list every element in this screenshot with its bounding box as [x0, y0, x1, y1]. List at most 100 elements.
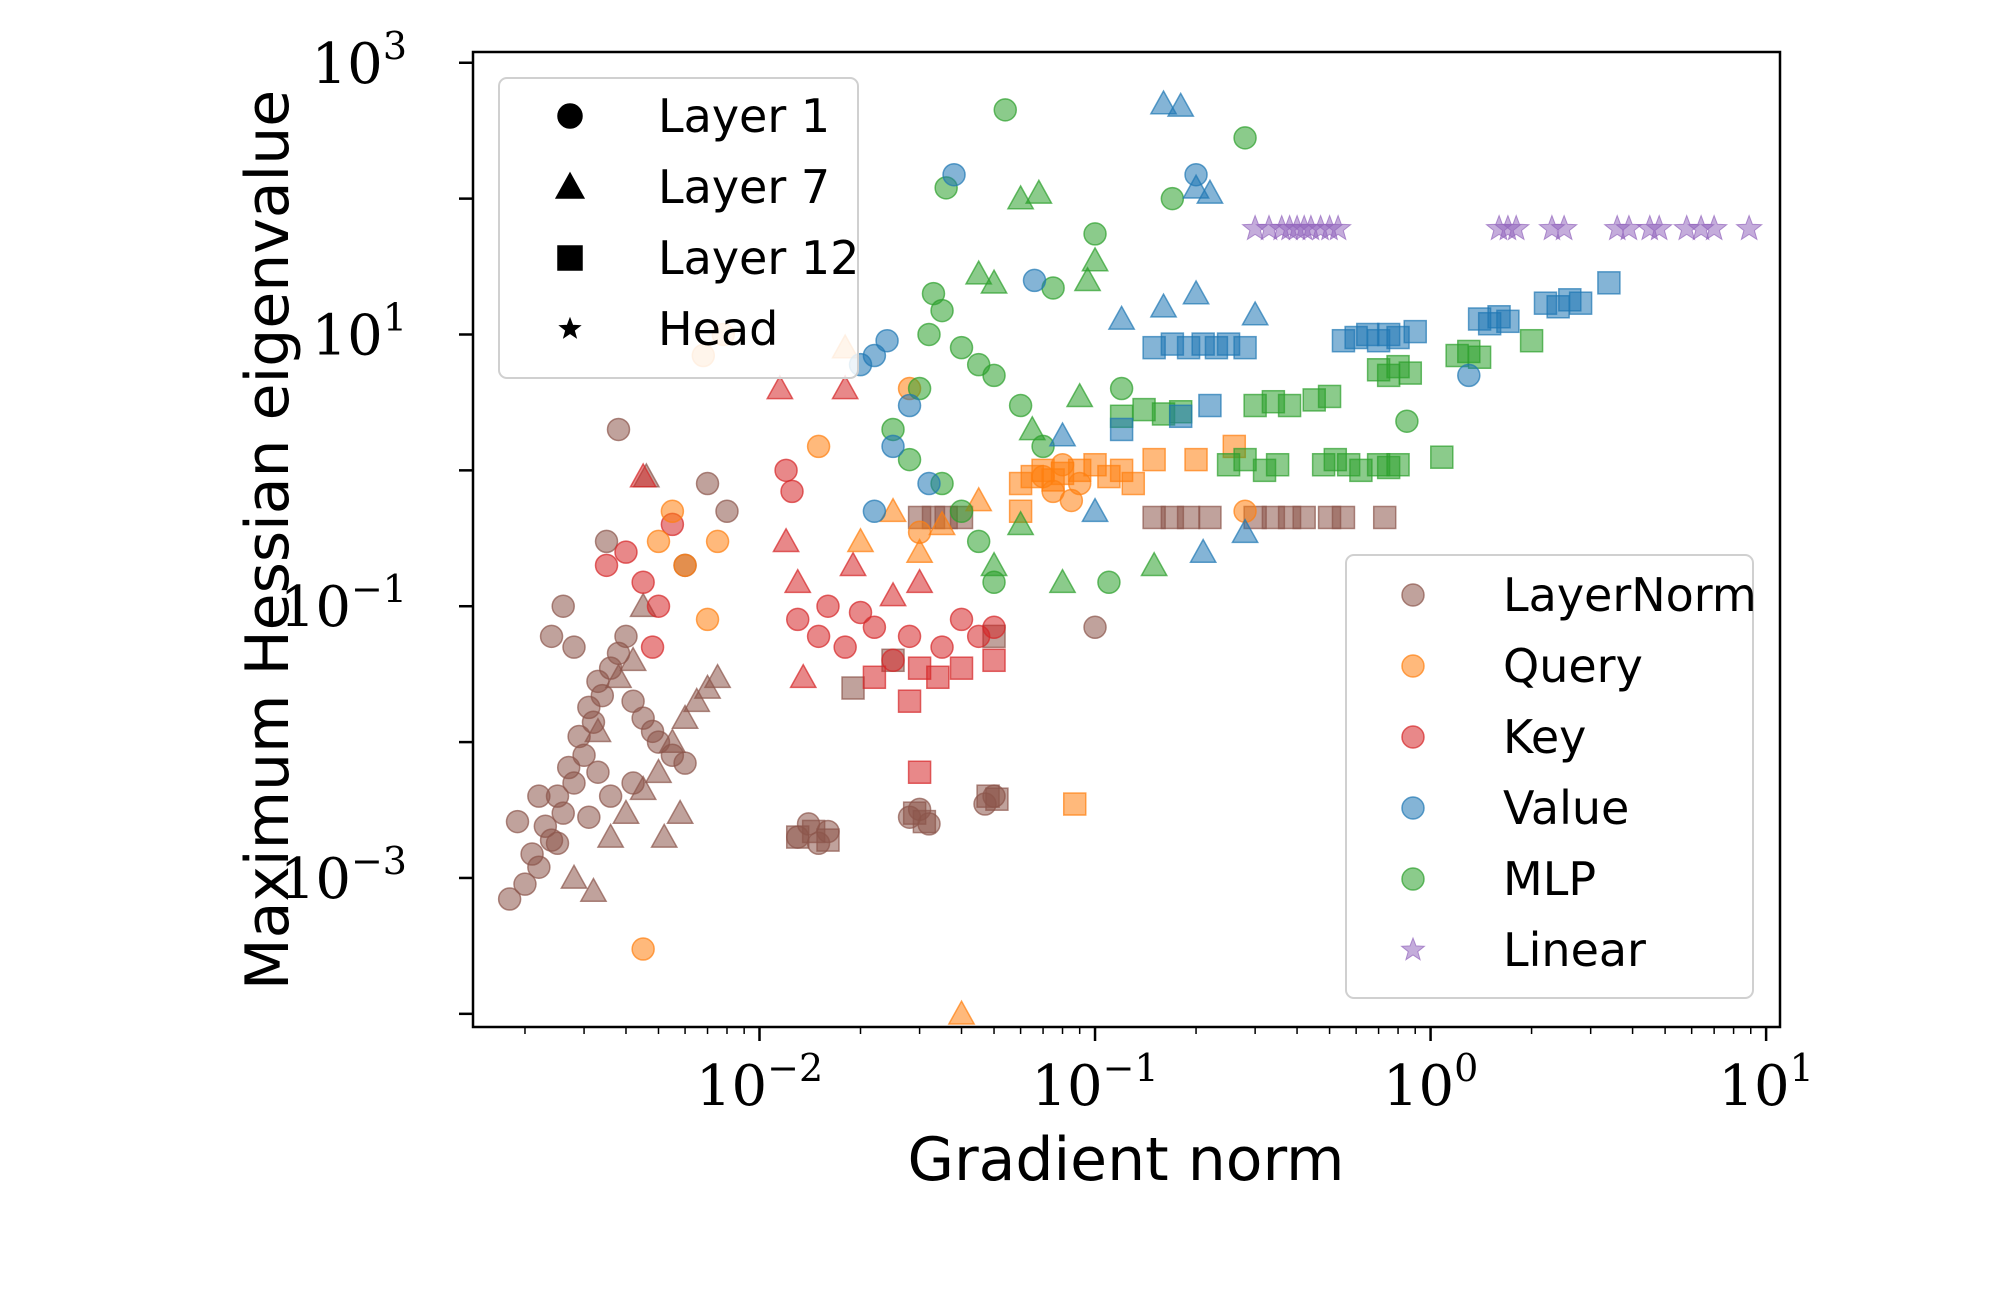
layernorm-point [520, 842, 544, 866]
layernorm-point [1083, 615, 1107, 640]
mlp-point [980, 268, 1008, 294]
value-point [897, 393, 922, 418]
y-tick-label: 103 [312, 24, 407, 97]
mlp-point [1467, 345, 1492, 370]
value-point [942, 162, 966, 187]
value-point [862, 499, 887, 524]
layernorm-point [497, 887, 522, 911]
layernorm-point [594, 529, 619, 554]
layernorm-point [614, 624, 638, 649]
layernorm-point [1198, 505, 1222, 530]
value-point [1182, 279, 1210, 305]
key-point [907, 760, 932, 784]
layernorm-point [539, 624, 564, 649]
key-point [646, 594, 671, 618]
legend-label-value: Value [1503, 781, 1629, 835]
mlp-point [1519, 328, 1544, 353]
layernorm-point [715, 499, 739, 524]
layernorm-point [619, 646, 648, 672]
legend-marker-circle [557, 103, 583, 129]
key-point [816, 594, 840, 618]
mlp-point [1233, 447, 1257, 472]
legend-swatch-linear [1400, 936, 1426, 961]
key-point [780, 479, 804, 504]
axes-layer: 10−2 10−1 100 101 10−3 10−1 101 103 [280, 24, 1814, 1119]
mlp-point [917, 322, 941, 347]
layernorm-point [556, 755, 581, 780]
key-point [789, 663, 818, 689]
query-point [695, 607, 720, 632]
plot-frame [471, 50, 1782, 1029]
layernorm-point [816, 828, 840, 852]
legend-swatch-key [1401, 725, 1425, 749]
legend-label-layer-7: Layer 7 [658, 160, 830, 214]
mlp-point [980, 551, 1008, 577]
layernorm-point [604, 663, 633, 689]
mlp-point [1233, 126, 1257, 150]
legend-label-head: Head [658, 302, 778, 356]
mlp-point [1024, 178, 1053, 204]
mlp-point [1430, 445, 1454, 469]
value-point [1198, 393, 1222, 418]
value-point [1231, 518, 1260, 544]
query-point [928, 510, 956, 536]
key-point [881, 648, 905, 673]
value-point [1496, 309, 1520, 334]
mlp-point [949, 335, 974, 360]
value-point [1189, 537, 1218, 564]
layernorm-point [682, 687, 711, 713]
value-point [1022, 268, 1047, 293]
key-point [905, 568, 934, 594]
linear-point [1502, 214, 1531, 241]
legend-swatch-mlp [1401, 867, 1425, 891]
mlp-point [1097, 570, 1121, 595]
points-layer [497, 89, 1764, 1025]
layernorm-point [644, 758, 673, 784]
value-point [1168, 404, 1193, 429]
key-point [785, 607, 810, 632]
query-point [806, 434, 831, 459]
y-tick-label: 10−1 [280, 567, 407, 640]
layernorm-point [612, 798, 640, 825]
layernorm-point [1331, 505, 1356, 530]
key-point [862, 615, 887, 640]
x-tick-label: 10−1 [1031, 1046, 1158, 1119]
layernorm-point [584, 717, 612, 743]
key-point [783, 568, 812, 594]
mlp-point [966, 529, 991, 554]
layernorm-point [596, 822, 625, 848]
layernorm-point [562, 635, 586, 659]
value-point [1182, 173, 1210, 199]
color-legend-frame [1345, 554, 1754, 999]
query-point [660, 499, 685, 524]
mlp-point [1109, 376, 1134, 401]
legend-label-mlp: MLP [1503, 852, 1596, 906]
key-point [614, 540, 638, 564]
linear-point [1735, 214, 1764, 241]
mlp-point [1317, 384, 1342, 409]
value-point [1048, 421, 1077, 447]
key-point [594, 553, 619, 578]
layernorm-point [577, 805, 601, 829]
key-point [897, 689, 922, 713]
key-point [982, 615, 1006, 640]
key-point [631, 570, 655, 595]
legend-marker-star [558, 316, 582, 339]
layernorm-point [527, 784, 551, 808]
query-point [673, 553, 697, 578]
layernorm-point [505, 809, 530, 834]
value-point [1568, 291, 1593, 315]
key-point [949, 656, 974, 680]
legend-swatch-layernorm [1401, 583, 1425, 607]
query-point [879, 497, 907, 523]
mlp-point [964, 259, 993, 285]
layernorm-point [666, 798, 695, 825]
legend-marker-triangle [554, 171, 586, 199]
legend-label-query: Query [1503, 639, 1643, 693]
key-point [765, 374, 794, 400]
value-point [1241, 300, 1270, 326]
mlp-point [982, 363, 1006, 388]
layernorm-point [695, 471, 720, 496]
mlp-point [1395, 409, 1419, 433]
marker-legend: Layer 1 Layer 7 Layer 12 Head [498, 77, 859, 379]
